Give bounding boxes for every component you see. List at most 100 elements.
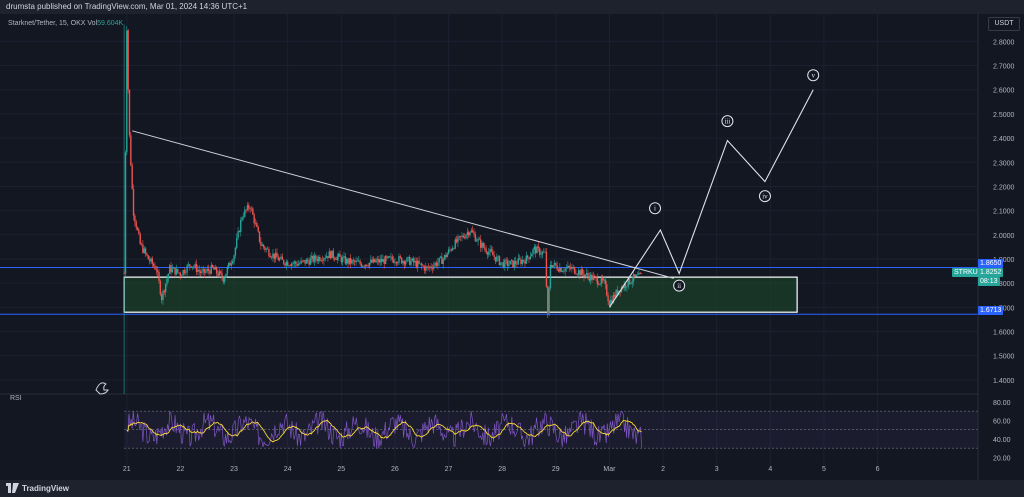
candle-body xyxy=(324,257,326,259)
candle-body xyxy=(347,258,349,264)
candle-body xyxy=(390,256,392,258)
candle-body xyxy=(425,266,427,271)
rsi-tick-label: 20.00 xyxy=(993,455,1011,462)
candle-body xyxy=(258,231,261,242)
candle-body xyxy=(349,258,352,264)
rsi-label: RSI xyxy=(10,395,22,402)
price-chart[interactable]: 2.8000 2.7000 2.6000 2.5000 2.4000 2.3000 2.20… xyxy=(0,14,1024,480)
candle-body xyxy=(632,274,635,282)
candle-body xyxy=(514,261,517,265)
candle-body xyxy=(490,249,493,252)
candle-body xyxy=(492,251,494,256)
candle-body xyxy=(635,274,637,277)
candle-body xyxy=(442,259,444,264)
candle-body xyxy=(265,248,267,250)
candle-body xyxy=(638,272,640,275)
candle-body xyxy=(565,267,568,269)
candle-body xyxy=(626,286,628,288)
candle-body xyxy=(449,249,451,251)
candle-body xyxy=(363,266,365,267)
candle-body xyxy=(327,256,329,259)
currency-button[interactable]: USDT xyxy=(988,17,1020,31)
upper-level-tag: 1.8650 xyxy=(978,259,1004,268)
candle-body xyxy=(219,271,222,274)
candle-body xyxy=(356,260,359,262)
price-tick-label: 2.4000 xyxy=(993,136,1015,143)
candle-body xyxy=(270,257,273,258)
candle-body xyxy=(166,278,168,284)
candle-body xyxy=(339,253,341,257)
candle-body xyxy=(164,283,167,293)
candle-body xyxy=(403,261,406,265)
wave-label-iv: iv xyxy=(762,193,768,201)
candle-body xyxy=(473,232,475,235)
candle-body xyxy=(555,262,557,266)
candle-body xyxy=(600,277,603,284)
candle-body xyxy=(291,263,293,266)
candle-body xyxy=(435,262,438,266)
price-tick-label: 2.1000 xyxy=(993,209,1015,216)
candle-body xyxy=(244,209,246,217)
symbol-price-tag: STRKUSDT xyxy=(952,268,994,277)
candle-body xyxy=(411,258,414,261)
candle-body xyxy=(615,289,617,298)
candle-body xyxy=(630,283,632,284)
candle-body xyxy=(199,271,202,274)
candle-body xyxy=(561,271,564,272)
candle-body xyxy=(413,258,415,263)
candle-body xyxy=(508,264,510,266)
candle-body xyxy=(522,260,525,262)
candle-body xyxy=(602,277,604,281)
candle-body xyxy=(366,264,368,266)
candle-body xyxy=(441,256,443,264)
candle-body xyxy=(463,237,466,239)
candle-body xyxy=(438,257,440,263)
candle-body xyxy=(453,248,455,249)
candle-body xyxy=(612,294,615,303)
wave-label-circle xyxy=(721,115,734,128)
candle-body xyxy=(406,257,408,262)
candle-body xyxy=(316,259,318,261)
candle-body xyxy=(547,286,549,314)
candle-body xyxy=(573,267,576,274)
candle-body xyxy=(415,260,418,268)
candle-body xyxy=(386,256,388,258)
candle-body xyxy=(215,267,218,274)
candle-body xyxy=(370,259,372,263)
time-tick-label: Mar xyxy=(603,466,616,473)
candle-body xyxy=(343,256,345,258)
candle-body xyxy=(309,258,312,265)
candle-body xyxy=(257,226,259,232)
candle-body xyxy=(135,221,137,228)
candle-body xyxy=(323,258,325,261)
candle-body xyxy=(465,234,467,239)
candle-body xyxy=(387,256,389,258)
candles-group xyxy=(123,26,643,319)
candle-body xyxy=(245,209,247,211)
candle-body xyxy=(262,244,265,248)
candle-body xyxy=(269,255,271,258)
candle-body xyxy=(246,205,249,210)
candle-body xyxy=(252,208,254,215)
candle-body xyxy=(557,269,560,272)
candle-body xyxy=(580,269,582,276)
candle-body xyxy=(526,255,529,258)
candle-body xyxy=(540,254,542,255)
wave-label-circle xyxy=(649,202,662,215)
time-tick-label: 22 xyxy=(177,466,185,473)
candle-body xyxy=(186,265,188,273)
candle-body xyxy=(364,264,367,267)
candle-body xyxy=(354,260,356,263)
candle-body xyxy=(325,256,328,258)
time-tick-label: 3 xyxy=(715,466,719,473)
candle-body xyxy=(417,260,419,268)
candle-body xyxy=(317,257,320,261)
price-tick-label: 1.4000 xyxy=(993,378,1015,385)
candle-body xyxy=(222,277,225,282)
candle-body xyxy=(382,259,384,262)
candle-body xyxy=(359,260,361,264)
candle-body xyxy=(481,242,483,248)
candle-body xyxy=(493,255,495,257)
time-tick-label: 25 xyxy=(337,466,345,473)
candle-body xyxy=(374,258,376,263)
